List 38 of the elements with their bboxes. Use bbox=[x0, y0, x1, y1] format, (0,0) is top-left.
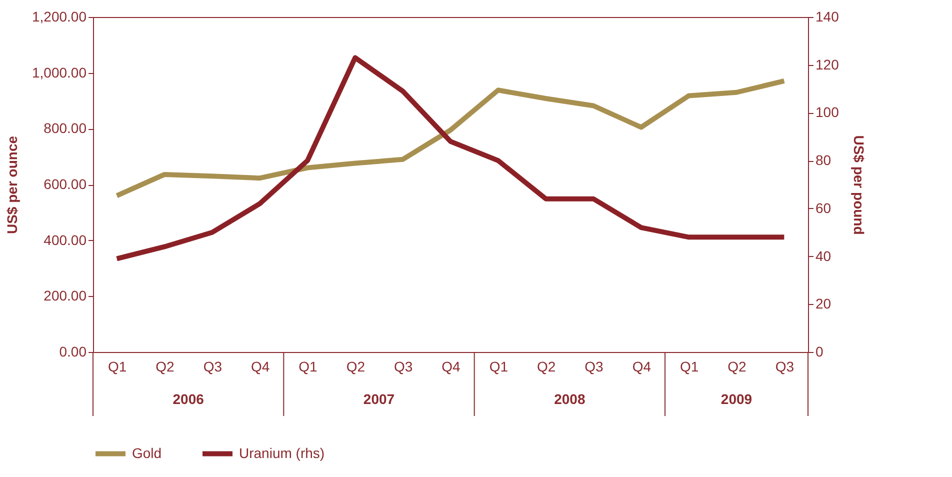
text: 2008 bbox=[554, 391, 586, 407]
y-tick-label: 800.00 bbox=[44, 120, 87, 136]
x-tick-label: Q1 bbox=[680, 358, 699, 374]
x-tick-label: Q3 bbox=[203, 358, 222, 374]
x-tick-label: Q1 bbox=[298, 358, 318, 374]
y-tick-label: 1,000.00 bbox=[32, 64, 87, 80]
y2-tick-label: 60 bbox=[816, 200, 832, 216]
x-tick-label: Q3 bbox=[775, 358, 794, 374]
x-tick-label: Q1 bbox=[108, 358, 127, 374]
text: 2009 bbox=[720, 391, 752, 407]
y2-tick-label: 100 bbox=[816, 104, 840, 120]
x-tick-label: Q3 bbox=[394, 358, 413, 374]
y-tick-label: 400.00 bbox=[44, 232, 87, 248]
text: 2007 bbox=[363, 391, 395, 407]
y2-tick-label: 0 bbox=[816, 344, 824, 360]
legend-label: Uranium (rhs) bbox=[239, 444, 325, 461]
x-tick-label: Q1 bbox=[489, 358, 508, 374]
y-tick-label: 0.00 bbox=[59, 344, 87, 360]
x-tick-label: Q4 bbox=[442, 358, 461, 374]
x-tick-label: Q2 bbox=[156, 358, 175, 374]
y2-tick-label: 80 bbox=[816, 152, 832, 168]
x-tick-label: Q2 bbox=[536, 358, 556, 374]
y-tick-label: 600.00 bbox=[44, 176, 87, 192]
x-tick-label: Q3 bbox=[584, 358, 604, 374]
x-tick-label: Q4 bbox=[632, 358, 652, 374]
y-tick-label: 1,200.00 bbox=[32, 8, 87, 24]
y2-tick-label: 40 bbox=[816, 248, 832, 264]
x-tick-label: Q2 bbox=[346, 358, 366, 374]
y2-tick-label: 20 bbox=[816, 296, 832, 312]
y2-axis-title: US$ per pound bbox=[850, 135, 867, 235]
y2-tick-label: 120 bbox=[816, 56, 840, 72]
legend-label: Gold bbox=[132, 444, 162, 461]
y-tick-label: 200.00 bbox=[44, 288, 87, 304]
y-axis-title: US$ per ounce bbox=[4, 136, 20, 234]
text: 2006 bbox=[172, 391, 204, 407]
x-tick-label: Q2 bbox=[728, 358, 747, 374]
y2-tick-label: 140 bbox=[816, 8, 840, 24]
x-tick-label: Q4 bbox=[250, 358, 270, 374]
